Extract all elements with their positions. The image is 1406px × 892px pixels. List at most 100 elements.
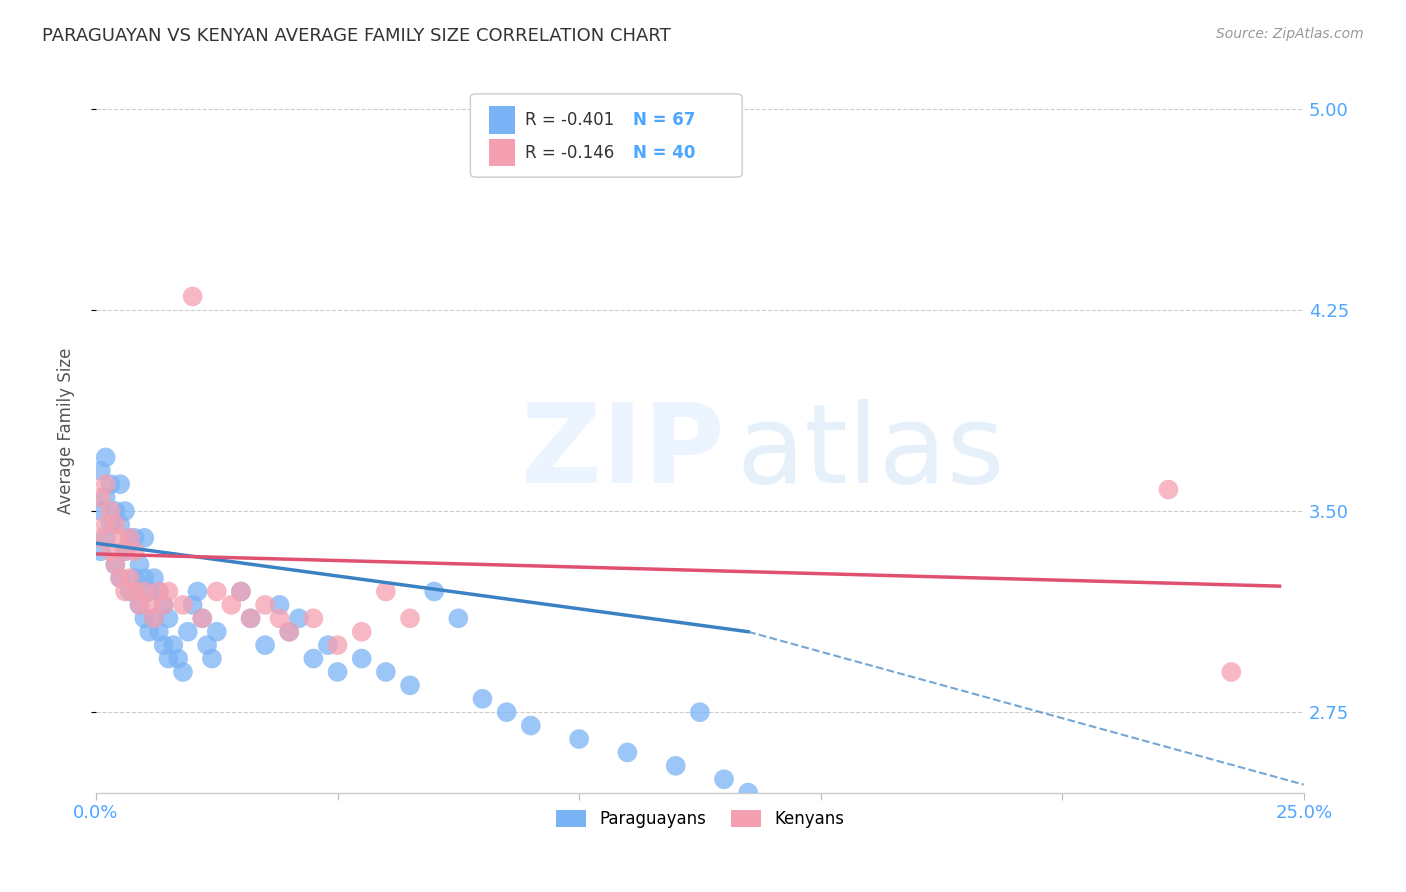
Point [128,598,150,612]
Point [350,624,373,639]
Point [138,624,160,639]
Point [128,598,150,612]
Point [665,759,688,773]
Point [399,611,422,625]
Point [138,584,160,599]
Point [114,544,136,558]
Point [157,651,180,665]
Point [108,477,131,491]
Point [1220,665,1243,679]
Point [350,651,373,665]
Text: R = -0.401: R = -0.401 [524,111,614,129]
Point [191,611,214,625]
Point [108,517,131,532]
Point [90,544,112,558]
Point [157,584,180,599]
Point [471,691,494,706]
Point [177,624,200,639]
Point [124,544,146,558]
Text: Source: ZipAtlas.com: Source: ZipAtlas.com [1216,27,1364,41]
Point [134,611,156,625]
Point [229,584,252,599]
Point [278,624,301,639]
Point [143,611,166,625]
Point [148,584,170,599]
Point [374,584,396,599]
Point [239,611,262,625]
Point [118,584,141,599]
Point [239,611,262,625]
Point [143,611,166,625]
Point [100,517,122,532]
FancyBboxPatch shape [471,94,742,178]
Point [616,746,638,760]
Point [181,289,204,303]
Point [326,665,349,679]
Text: N = 67: N = 67 [634,111,696,129]
Point [148,624,170,639]
Point [114,544,136,558]
Text: ZIP: ZIP [520,399,724,506]
Point [94,450,117,465]
Point [316,638,339,652]
Point [229,584,252,599]
Point [152,598,174,612]
Point [134,531,156,545]
Point [447,611,470,625]
Point [186,584,208,599]
Point [118,571,141,585]
Point [118,531,141,545]
Point [162,638,184,652]
Point [94,517,117,532]
Point [254,598,277,612]
Point [100,504,122,518]
Point [254,638,277,652]
Point [104,517,127,532]
Point [288,611,311,625]
Point [108,571,131,585]
Point [172,598,194,612]
Point [143,571,166,585]
Point [181,598,204,612]
Point [118,531,141,545]
Point [94,491,117,505]
Point [124,571,146,585]
Point [737,786,759,800]
Point [201,651,224,665]
Text: N = 40: N = 40 [634,145,696,162]
Point [195,638,218,652]
Point [100,477,122,491]
Point [205,584,228,599]
Point [114,504,136,518]
Point [689,705,711,719]
Point [495,705,517,719]
Point [269,611,291,625]
Y-axis label: Average Family Size: Average Family Size [58,347,75,514]
Point [713,772,735,787]
Point [219,598,242,612]
Point [108,531,131,545]
Point [148,584,170,599]
Point [138,598,160,612]
Point [172,665,194,679]
Point [399,678,422,692]
Point [90,504,112,518]
Point [374,665,396,679]
Point [114,584,136,599]
Point [302,611,325,625]
Point [157,611,180,625]
Point [269,598,291,612]
Point [152,598,174,612]
Point [104,558,127,572]
Point [104,558,127,572]
Point [191,611,214,625]
Point [520,718,543,732]
Point [1157,483,1180,497]
Point [152,638,174,652]
Point [423,584,446,599]
Legend: Paraguayans, Kenyans: Paraguayans, Kenyans [548,804,851,835]
Point [104,504,127,518]
Point [124,584,146,599]
Point [568,731,591,746]
Point [128,558,150,572]
